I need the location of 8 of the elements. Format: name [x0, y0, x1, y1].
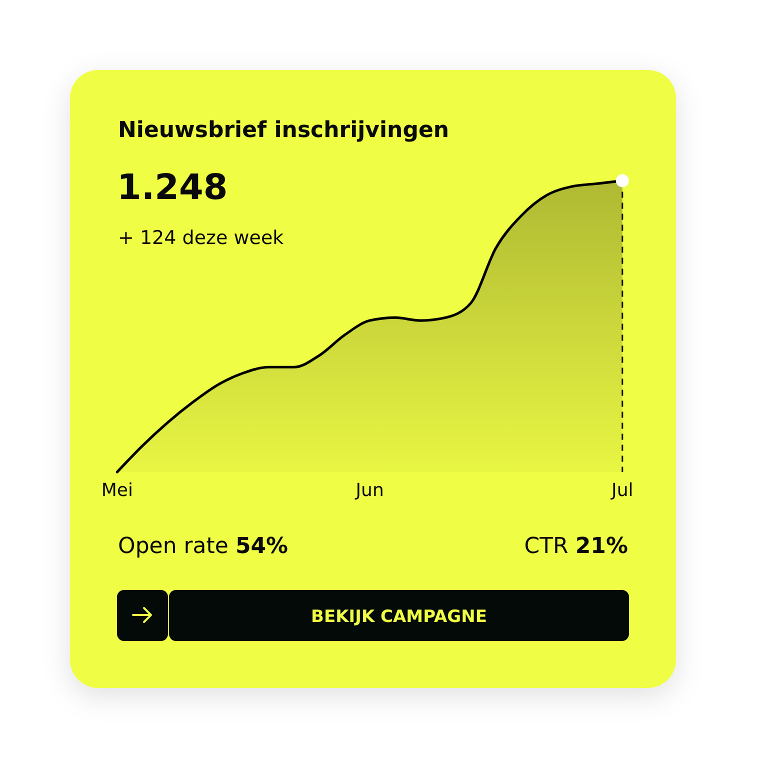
chart-title: Nieuwsbrief inschrijvingen [118, 118, 450, 143]
x-tick-label: Jun [354, 480, 384, 501]
x-tick-label: Mei [101, 480, 134, 501]
text: CTR 21% [524, 534, 628, 559]
x-tick-label: Jul [610, 480, 634, 501]
chart-subtitle: 1.248 [117, 168, 228, 208]
text: Open rate 54% [118, 534, 288, 559]
annotation: + 124 deze week [118, 227, 284, 249]
